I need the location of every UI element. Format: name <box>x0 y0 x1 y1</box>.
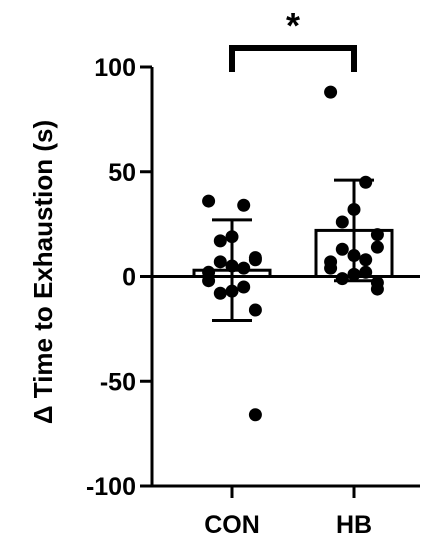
data-point-hb <box>370 240 384 254</box>
data-point-con <box>213 255 227 269</box>
significance-bracket: * <box>229 5 357 72</box>
data-point-con <box>237 198 251 212</box>
data-point-con <box>213 234 227 248</box>
x-tick-label-con: CON <box>204 511 260 539</box>
points-layer <box>202 85 384 422</box>
data-point-hb <box>347 202 361 216</box>
data-point-hb <box>370 228 384 242</box>
y-tick-label: -100 <box>86 473 136 501</box>
data-point-con <box>237 261 251 275</box>
data-point-hb <box>347 249 361 263</box>
data-point-con <box>225 284 239 298</box>
axes-layer: 100 50 0 -50 -100 CON HB <box>86 54 420 539</box>
data-point-hb <box>370 282 384 296</box>
data-point-hb <box>335 272 349 286</box>
y-axis-label: Δ Time to Exhaustion (s) <box>28 120 58 424</box>
data-point-con <box>237 280 251 294</box>
y-tick-label: 50 <box>108 159 136 187</box>
data-point-hb <box>335 215 349 229</box>
data-point-con <box>225 259 239 273</box>
data-point-con <box>225 230 239 244</box>
y-tick-label: 0 <box>122 264 136 292</box>
data-point-con <box>248 303 262 317</box>
data-point-con <box>213 286 227 300</box>
y-tick-label: -50 <box>100 368 136 396</box>
data-point-hb <box>324 261 338 275</box>
data-point-con <box>202 194 216 208</box>
significance-star: * <box>286 5 300 46</box>
data-point-hb <box>359 253 373 267</box>
data-point-con <box>248 408 262 422</box>
data-point-hb <box>335 242 349 256</box>
data-point-hb <box>347 267 361 281</box>
data-point-hb <box>359 175 373 189</box>
data-point-hb <box>324 85 338 99</box>
bracket-line <box>229 45 357 72</box>
data-point-con <box>248 253 262 267</box>
y-tick-label: 100 <box>94 54 136 82</box>
x-tick-label-hb: HB <box>336 511 372 539</box>
